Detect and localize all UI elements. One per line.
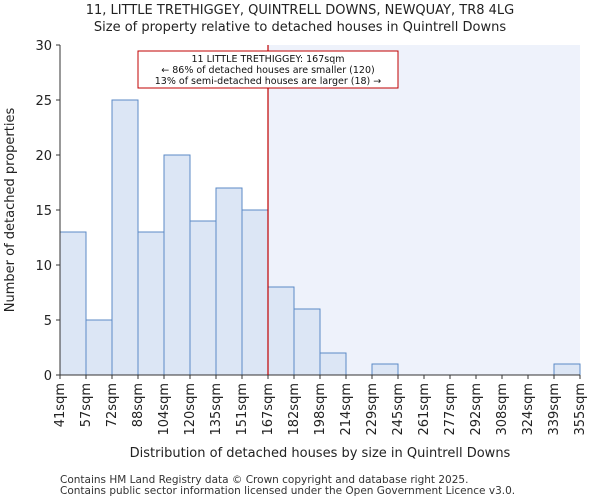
x-tick-label: 41sqm (53, 383, 68, 427)
x-tick-label: 120sqm (183, 383, 198, 436)
x-tick-label: 324sqm (521, 383, 536, 436)
y-tick-label: 30 (35, 39, 52, 54)
x-tick-label: 229sqm (365, 383, 380, 436)
x-tick-label: 72sqm (105, 383, 120, 427)
bar-120sqm (189, 220, 217, 376)
x-tick-label: 261sqm (417, 383, 432, 436)
y-tick-label: 15 (35, 204, 52, 219)
x-tick-label: 88sqm (131, 383, 146, 427)
footer-line-1: Contains HM Land Registry data © Crown c… (60, 474, 469, 486)
bar-198sqm (319, 352, 347, 376)
annotation-title: 11 LITTLE TRETHIGGEY: 167sqm (192, 54, 345, 65)
bar-229sqm (371, 363, 399, 376)
bar-182sqm (293, 308, 321, 376)
x-tick-label: 339sqm (547, 383, 562, 436)
x-tick-label: 182sqm (287, 383, 302, 436)
bar-151sqm (241, 209, 269, 376)
x-tick-label: 151sqm (235, 383, 250, 436)
x-tick-label: 57sqm (79, 383, 94, 427)
bar-41sqm (59, 231, 87, 376)
x-tick-label: 292sqm (469, 383, 484, 436)
y-tick-label: 0 (44, 369, 52, 384)
bar-167sqm (267, 286, 295, 376)
chart-title: 11, LITTLE TRETHIGGEY, QUINTRELL DOWNS, … (85, 3, 515, 18)
bar-339sqm (553, 363, 581, 376)
y-tick-label: 25 (35, 94, 52, 109)
x-tick-label: 245sqm (391, 383, 406, 436)
bar-88sqm (137, 231, 165, 376)
bar-104sqm (163, 154, 191, 376)
bar-72sqm (111, 99, 139, 376)
x-tick-label: 214sqm (339, 383, 354, 436)
x-tick-label: 167sqm (261, 383, 276, 436)
x-tick-label: 355sqm (573, 383, 588, 436)
y-tick-label: 5 (44, 314, 52, 329)
x-tick-label: 277sqm (443, 383, 458, 436)
annotation-box (137, 50, 399, 89)
x-tick-label: 104sqm (157, 383, 172, 436)
x-tick-label: 135sqm (209, 383, 224, 436)
bar-135sqm (215, 187, 243, 376)
chart-subtitle: Size of property relative to detached ho… (93, 20, 507, 35)
x-tick-label: 308sqm (495, 383, 510, 436)
x-axis-title: Distribution of detached houses by size … (130, 446, 511, 461)
annotation-smaller: ← 86% of detached houses are smaller (12… (161, 65, 374, 76)
annotation-larger: 13% of semi-detached houses are larger (… (155, 76, 382, 87)
y-tick-label: 10 (35, 259, 52, 274)
y-tick-label: 20 (35, 149, 52, 164)
x-tick-label: 198sqm (313, 383, 328, 436)
y-axis-title: Number of detached properties (3, 108, 18, 313)
footer-line-2: Contains public sector information licen… (60, 485, 516, 497)
bar-57sqm (85, 319, 113, 376)
